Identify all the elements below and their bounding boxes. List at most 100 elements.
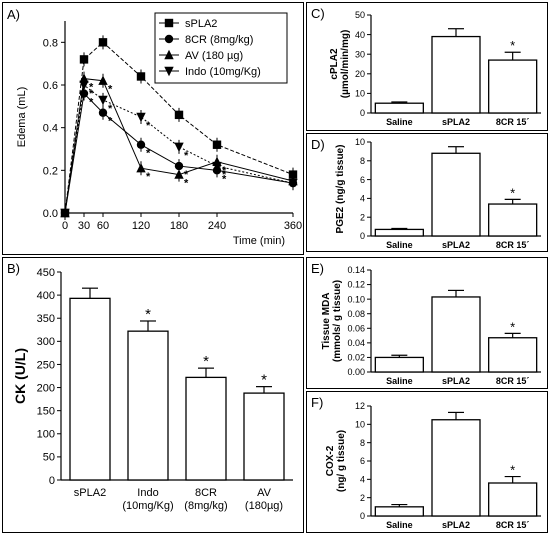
y-tick-label: 10 — [355, 419, 365, 429]
category-label: 8CR 15´ — [496, 376, 530, 386]
category-label: 8CR 15´ — [496, 520, 530, 530]
panel-label: A) — [7, 7, 20, 22]
significance-star: * — [510, 463, 515, 478]
bar — [374, 506, 424, 517]
y-tick-label: 0.4 — [43, 123, 58, 135]
bar — [488, 59, 538, 114]
y-tick-label: 10 — [355, 137, 365, 147]
data-point — [136, 112, 146, 123]
y-axis-label: cPLA2 — [329, 48, 340, 80]
significance-star: * — [108, 103, 113, 115]
y-tick-label: 200 — [37, 382, 55, 394]
y-tick-label: 0.08 — [347, 309, 365, 319]
y-tick-label: 0.2 — [43, 165, 58, 177]
panel-e: E) 0.00 0.02 0.04 0.06 0.08 0.10 0.12 0.14 Saline… — [306, 257, 548, 389]
data-point — [98, 108, 108, 117]
x-tick-label: 360 — [284, 220, 302, 232]
category-label: Indo — [137, 487, 158, 499]
significance-star: * — [89, 88, 94, 100]
data-point — [136, 140, 146, 149]
bar — [374, 356, 424, 373]
panel-label: C) — [311, 6, 325, 21]
panel-f: F) 0 2 4 6 8 10 12 Saline sPLA2 * 8CR 15´ COX-2 (ng/ … — [306, 391, 548, 533]
category-label: Saline — [386, 240, 413, 250]
cox2-bar-chart: F) 0 2 4 6 8 10 12 Saline sPLA2 * 8CR 15´ COX-2 (ng/ … — [311, 395, 541, 530]
bar — [243, 392, 285, 481]
significance-star: * — [184, 169, 189, 181]
y-tick-label: 20 — [355, 69, 365, 79]
bar — [488, 482, 538, 517]
y-tick-label: 0.04 — [347, 338, 365, 348]
y-tick-label: 150 — [37, 406, 55, 418]
data-point — [98, 38, 108, 47]
x-tick-label: 30 — [78, 220, 90, 232]
y-tick-label: 8 — [360, 438, 365, 448]
y-tick-label: 0 — [49, 475, 55, 487]
mda-bar-chart: E) 0.00 0.02 0.04 0.06 0.08 0.10 0.12 0.14 Saline… — [311, 261, 541, 386]
cpla2-bar-chart: C) 0 10 20 30 40 50 Saline sPLA2 * 8CR 15´ cPLA2 (µm… — [311, 6, 541, 127]
y-tick-label: 0.6 — [43, 80, 58, 92]
y-tick-label: 0.12 — [347, 280, 365, 290]
legend-marker — [164, 34, 174, 44]
y-tick-label: 0.14 — [347, 265, 365, 275]
x-axis-label: Time (min) — [233, 235, 285, 247]
y-tick-label: 0.02 — [347, 353, 365, 363]
x-tick-label: 0 — [62, 220, 68, 232]
significance-star: * — [261, 372, 267, 389]
y-tick-label: 0 — [360, 231, 365, 241]
data-point — [79, 55, 89, 64]
x-tick-label: 120 — [132, 220, 150, 232]
bar — [374, 102, 424, 114]
y-tick-label: 50 — [355, 10, 365, 20]
bar — [431, 152, 481, 237]
x-tick-label: 240 — [208, 220, 226, 232]
y-axis-label: (µmol/min/mg) — [340, 30, 351, 99]
y-tick-label: 12 — [355, 401, 365, 411]
y-tick-label: 40 — [355, 30, 365, 40]
legend-label: Indo (10mg/Kg) — [185, 66, 261, 78]
y-axis-label: CK (U/L) — [12, 348, 28, 404]
pge2-bar-chart: D) 0 2 4 6 8 10 Saline sPLA2 * 8CR 15´ PGE2 (ng/g t… — [311, 137, 541, 250]
panel-label: D) — [311, 137, 325, 152]
category-label: 8CR 15´ — [496, 240, 530, 250]
significance-star: * — [184, 150, 189, 162]
x-tick-label: 60 — [97, 220, 109, 232]
category-label: Saline — [386, 376, 413, 386]
bar — [374, 228, 424, 237]
bar — [431, 35, 481, 114]
ck-bar-chart: B)050100150200250300350400450sPLA2*Indo(… — [7, 261, 293, 512]
bar — [185, 376, 227, 481]
category-label: (180µg) — [245, 500, 283, 512]
data-point — [98, 95, 108, 106]
y-tick-label: 4 — [360, 194, 365, 204]
category-label: Saline — [386, 117, 413, 127]
data-point — [174, 161, 184, 171]
significance-star: * — [184, 178, 189, 190]
y-tick-label: 50 — [43, 452, 55, 464]
y-axis-label: COX-2 — [325, 445, 336, 476]
category-label: sPLA2 — [442, 376, 470, 386]
data-point — [288, 178, 298, 189]
bar — [127, 330, 169, 481]
category-label: (10mg/Kg) — [122, 500, 173, 512]
y-tick-label: 2 — [360, 493, 365, 503]
y-tick-label: 0.10 — [347, 294, 365, 304]
category-label: sPLA2 — [442, 117, 470, 127]
category-label: sPLA2 — [74, 487, 106, 499]
x-tick-label: 180 — [170, 220, 188, 232]
data-point — [136, 72, 146, 81]
data-point — [60, 208, 70, 219]
y-axis-label: (mmols/ g tissue) — [332, 280, 343, 362]
significance-star: * — [146, 120, 151, 132]
significance-star: * — [222, 169, 227, 181]
y-tick-label: 100 — [37, 429, 55, 441]
y-tick-label: 400 — [37, 290, 55, 302]
y-axis-label: PGE2 (ng/g tissue) — [335, 145, 346, 234]
legend-marker — [164, 18, 174, 28]
y-tick-label: 450 — [37, 267, 55, 279]
y-tick-label: 4 — [360, 474, 365, 484]
category-label: (8mg/kg) — [184, 500, 227, 512]
y-tick-label: 0 — [360, 108, 365, 118]
panel-a: A) 0.0 0.2 0.4 0.6 0.8 0 30 60 120 180 240 360 Time (… — [2, 2, 304, 255]
panel-label: B) — [7, 261, 20, 276]
